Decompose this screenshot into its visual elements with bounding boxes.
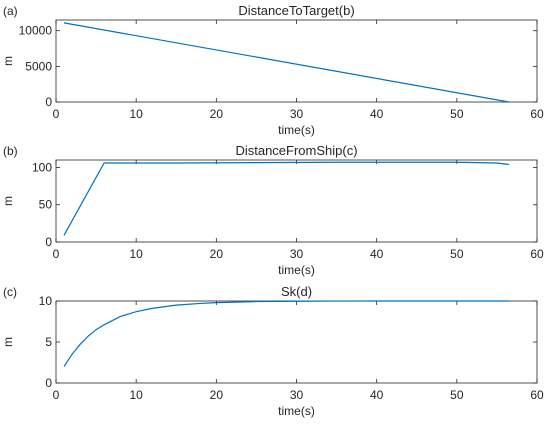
chart-panel-3: 0 10 20 30 40 50 60 0 5 10 Sk(d) (c) time(s) m — [1, 284, 544, 418]
axes-frame — [55, 19, 538, 103]
x-axis-label: time(s) — [278, 123, 315, 137]
chart-title: DistanceToTarget(b) — [238, 3, 354, 18]
x-axis-label: time(s) — [278, 404, 315, 418]
chart-panel-1: 0 10 20 30 40 50 60 0 5000 10000 DistanceToTarget(… — [1, 3, 544, 137]
x-tick-label: 60 — [530, 247, 544, 261]
x-tick-label: 50 — [450, 107, 464, 121]
panel-label: (b) — [3, 144, 18, 158]
x-axis-label: time(s) — [278, 263, 315, 277]
axes-frame — [55, 159, 538, 243]
x-tick-label: 20 — [210, 247, 224, 261]
y-tick-label: 100 — [32, 160, 52, 174]
series-line — [63, 22, 510, 103]
x-tick-label: 20 — [210, 388, 224, 402]
series-line — [63, 161, 510, 236]
x-tick-label: 0 — [53, 388, 60, 402]
panels: 0 10 20 30 40 50 600500010000DistanceToTarget(… — [1, 3, 544, 418]
y-tick-label: 0 — [45, 95, 52, 109]
x-tick-label: 40 — [370, 388, 384, 402]
y-axis-label: m — [1, 196, 15, 206]
chart-title: Sk(d) — [281, 284, 312, 299]
x-tick-label: 50 — [450, 388, 464, 402]
chart-title: DistanceFromShip(c) — [235, 143, 357, 158]
x-tick-label: 20 — [210, 107, 224, 121]
axes-frame — [55, 300, 538, 384]
y-tick-label: 5 — [45, 335, 52, 349]
y-tick-label: 10 — [39, 294, 53, 308]
y-tick-label: 0 — [45, 376, 52, 390]
x-tick-label: 60 — [530, 388, 544, 402]
x-tick-label: 60 — [530, 107, 544, 121]
x-tick-label: 10 — [129, 247, 143, 261]
x-tick-label: 50 — [450, 247, 464, 261]
y-tick-label: 50 — [39, 198, 53, 212]
x-tick-label: 30 — [290, 107, 304, 121]
x-tick-label: 40 — [370, 247, 384, 261]
x-tick-label: 10 — [129, 388, 143, 402]
chart-panel-2: 0 10 20 30 40 50 60 0 50 100 DistanceFromShip(c) (b… — [1, 143, 544, 277]
x-tick-label: 40 — [370, 107, 384, 121]
x-tick-label: 30 — [290, 247, 304, 261]
panel-label: (a) — [3, 4, 18, 18]
series-line — [63, 300, 509, 367]
y-tick-label: 10000 — [19, 24, 53, 38]
x-tick-label: 10 — [129, 107, 143, 121]
x-tick-label: 30 — [290, 388, 304, 402]
y-tick-label: 5000 — [25, 59, 52, 73]
x-tick-label: 0 — [53, 247, 60, 261]
y-tick-label: 0 — [45, 235, 52, 249]
panel-label: (c) — [3, 285, 17, 299]
y-axis-label: m — [1, 337, 15, 347]
x-tick-label: 0 — [53, 107, 60, 121]
y-axis-label: m — [1, 56, 15, 66]
